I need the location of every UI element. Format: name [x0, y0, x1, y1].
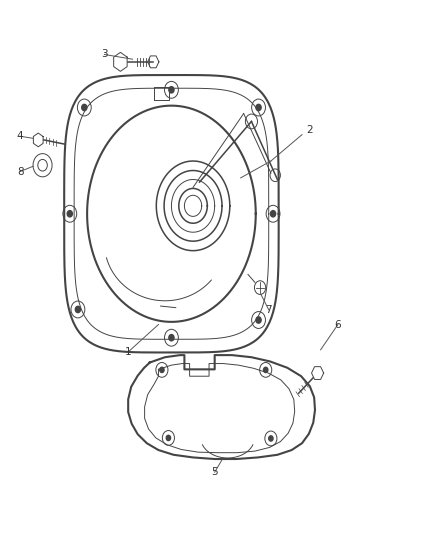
Text: 2: 2 [307, 125, 313, 135]
Circle shape [264, 367, 268, 373]
Circle shape [270, 211, 276, 217]
Text: 5: 5 [212, 467, 218, 477]
Circle shape [169, 335, 174, 341]
Text: 7: 7 [265, 305, 272, 315]
Circle shape [269, 436, 273, 441]
Text: 4: 4 [17, 131, 23, 141]
Text: 8: 8 [17, 166, 23, 176]
Circle shape [82, 104, 87, 111]
Circle shape [75, 306, 81, 313]
Text: 6: 6 [335, 319, 341, 329]
Text: 1: 1 [125, 347, 131, 357]
Circle shape [160, 367, 164, 373]
Circle shape [256, 104, 261, 111]
Circle shape [256, 317, 261, 323]
Circle shape [67, 211, 72, 217]
Text: 3: 3 [101, 50, 108, 60]
Circle shape [166, 435, 170, 441]
Circle shape [169, 87, 174, 93]
